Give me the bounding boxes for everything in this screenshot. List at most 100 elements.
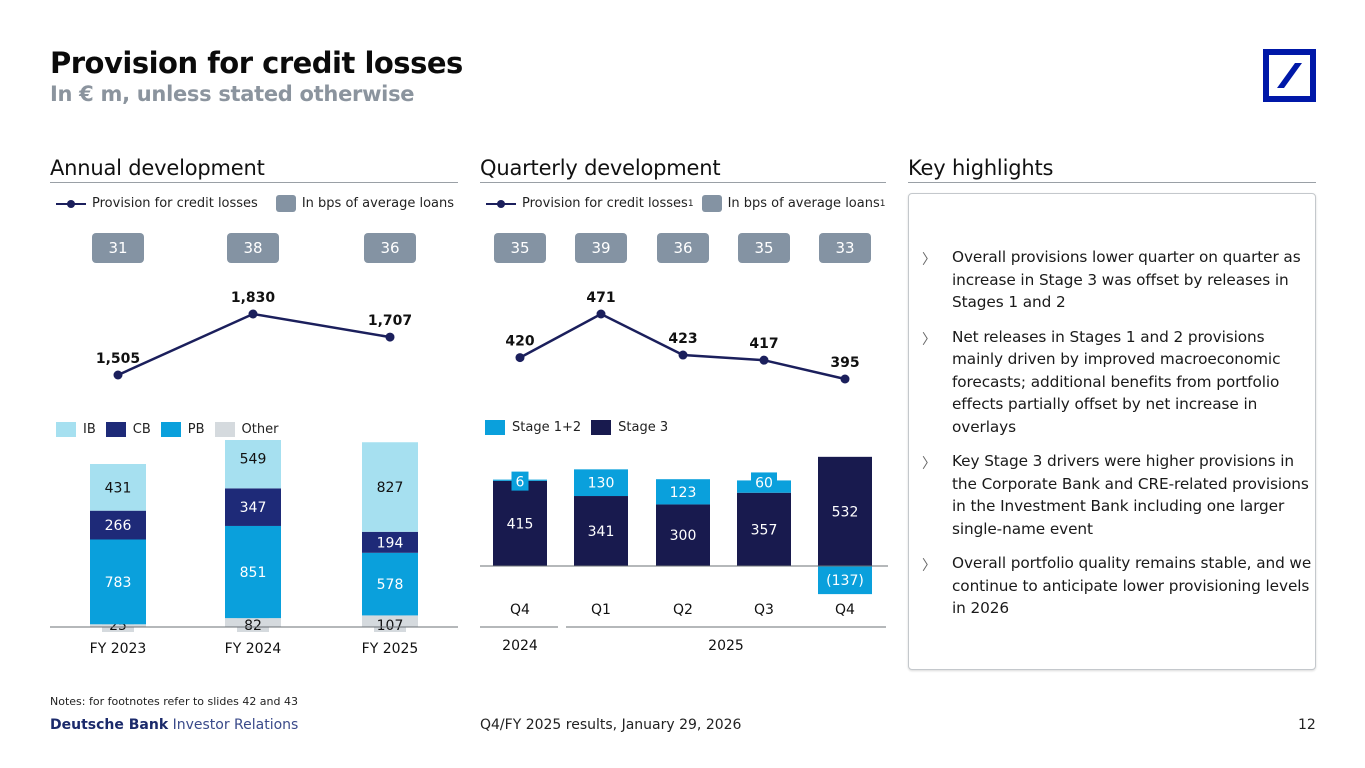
bar-label-stage12: 123 xyxy=(670,485,697,501)
pcl-point xyxy=(678,350,688,360)
annual-legend: Provision for credit losses In bps of av… xyxy=(56,195,454,212)
bar-segment-pb xyxy=(362,552,418,616)
x-axis-label: Q2 xyxy=(673,602,693,618)
bar-segment-stage3 xyxy=(737,492,791,566)
page-number: 12 xyxy=(1298,717,1316,733)
bar-label-pb: 851 xyxy=(240,565,267,581)
year-label: 2025 xyxy=(708,638,744,654)
pcl-point xyxy=(840,374,850,384)
quarterly-bar-chart: 6 415 Q4 130 341 Q1 123 300 Q2 60 357 Q3 (137) 532 Q4 2… xyxy=(480,456,888,654)
page-title: Provision for credit losses xyxy=(50,46,463,80)
highlight-text: Key Stage 3 drivers were higher provisio… xyxy=(952,452,1309,538)
bar-label-stage12: 60 xyxy=(755,475,773,491)
brand-department: Investor Relations xyxy=(172,717,299,733)
stage3-swatch-icon xyxy=(591,420,612,435)
quarterly-line-chart: 420 471 423 417 395 xyxy=(505,290,860,384)
pcl-label: 420 xyxy=(505,334,534,350)
bar-label-cb: 266 xyxy=(105,518,132,534)
line-marker-icon xyxy=(56,198,86,210)
highlight-text: Overall provisions lower quarter on quar… xyxy=(952,248,1301,311)
bar-label-pb: 783 xyxy=(105,575,132,591)
bar-segment-stage12 xyxy=(656,479,710,505)
annual-section-title: Annual development xyxy=(50,156,265,180)
pcl-label: 423 xyxy=(668,331,697,347)
pcl-label: 417 xyxy=(749,336,778,352)
legend-stage12: Stage 1+2 xyxy=(512,420,582,435)
highlight-item: 〉 Overall provisions lower quarter on qu… xyxy=(922,246,1312,314)
bar-label-stage3: 300 xyxy=(670,528,697,544)
bar-segment-cb xyxy=(225,488,281,526)
bps-badge: 36 xyxy=(364,233,416,263)
other-label-bg xyxy=(237,615,269,632)
footnotes: Notes: for footnotes refer to slides 42 … xyxy=(50,695,298,708)
bps-badge: 36 xyxy=(657,233,709,263)
x-axis-label: Q3 xyxy=(754,602,774,618)
bar-label-ib: 549 xyxy=(240,452,267,468)
stage12-swatch-icon xyxy=(485,420,505,435)
annual-segment-legend: IB CB PB Other xyxy=(56,422,288,437)
legend-cb: CB xyxy=(132,422,151,437)
x-axis-label: FY 2025 xyxy=(362,641,419,657)
quarterly-section-title: Quarterly development xyxy=(480,156,721,180)
bar-label-stage12: 130 xyxy=(588,476,615,492)
pcl-point xyxy=(113,370,123,380)
quarterly-section-rule xyxy=(480,182,886,183)
bps-badge: 38 xyxy=(227,233,279,263)
stage12-label-bg xyxy=(751,472,777,492)
page-subtitle: In € m, unless stated otherwise xyxy=(50,82,415,106)
bps-badge: 33 xyxy=(819,233,871,263)
ib-swatch-icon xyxy=(56,422,76,437)
bar-label-stage3: 341 xyxy=(588,524,615,540)
pcl-label: 1,830 xyxy=(231,290,276,306)
bar-segment-stage3 xyxy=(656,504,710,566)
legend-ib: IB xyxy=(83,422,96,437)
pcl-label: 1,505 xyxy=(96,351,140,367)
legend-pb: PB xyxy=(187,422,205,437)
chevron-right-icon: 〉 xyxy=(922,252,936,268)
chevron-right-icon: 〉 xyxy=(922,558,936,574)
pcl-line xyxy=(117,312,391,377)
quarterly-segment-legend: Stage 1+2 Stage 3 xyxy=(485,420,678,435)
x-axis-label: Q4 xyxy=(835,602,855,618)
chevron-right-icon: 〉 xyxy=(922,331,936,348)
bar-label-cb: 347 xyxy=(240,500,267,516)
x-axis-label: Q1 xyxy=(591,602,611,618)
annual-section-rule xyxy=(50,182,458,183)
x-axis-label: FY 2023 xyxy=(90,641,147,657)
bar-segment-ib xyxy=(90,464,146,511)
x-axis-label: FY 2024 xyxy=(225,641,282,657)
chevron-right-icon: 〉 xyxy=(922,456,936,472)
legend-stage3: Stage 3 xyxy=(618,420,669,435)
footer-brand: Deutsche Bank Investor Relations xyxy=(50,717,298,733)
bar-segment-stage3 xyxy=(574,496,628,566)
bar-segment-stage12 xyxy=(818,566,872,595)
pcl-label: 471 xyxy=(586,290,615,306)
highlights-box xyxy=(908,193,1316,670)
bar-label-pb: 578 xyxy=(377,577,404,593)
bar-label-stage3: 415 xyxy=(507,516,534,532)
pcl-label: 1,707 xyxy=(368,313,412,329)
other-swatch-icon xyxy=(214,422,235,437)
bps-badge: 35 xyxy=(494,233,546,263)
annual-line-chart: 1,505 1,830 1,707 xyxy=(96,290,412,380)
footnote-marker: 1 xyxy=(879,198,886,209)
footer-event: Q4/FY 2025 results, January 29, 2026 xyxy=(480,717,742,733)
bar-segment-cb xyxy=(90,510,146,540)
legend-box-label: In bps of average loans xyxy=(727,196,880,211)
footnote-marker: 1 xyxy=(687,198,694,209)
stage12-label-bg xyxy=(511,471,529,491)
highlights-section-title: Key highlights xyxy=(908,156,1054,180)
pcl-point xyxy=(596,309,606,319)
highlights-list: 〉 Overall provisions lower quarter on qu… xyxy=(922,246,1312,632)
bar-label-ib: 431 xyxy=(105,480,132,496)
deutsche-bank-logo-icon xyxy=(1263,49,1316,102)
bar-segment-stage3 xyxy=(493,480,547,566)
highlight-text: Net releases in Stages 1 and 2 provision… xyxy=(952,327,1281,436)
bar-label-cb: 194 xyxy=(377,535,404,551)
other-label-bg xyxy=(374,615,406,632)
bar-label-other: 107 xyxy=(377,618,404,634)
legend-line-label: Provision for credit losses xyxy=(92,196,258,211)
line-marker-icon xyxy=(486,198,516,210)
bar-label-ib: 827 xyxy=(377,480,404,496)
